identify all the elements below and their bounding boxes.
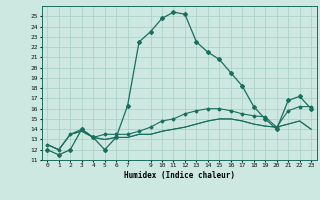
X-axis label: Humidex (Indice chaleur): Humidex (Indice chaleur) [124,171,235,180]
